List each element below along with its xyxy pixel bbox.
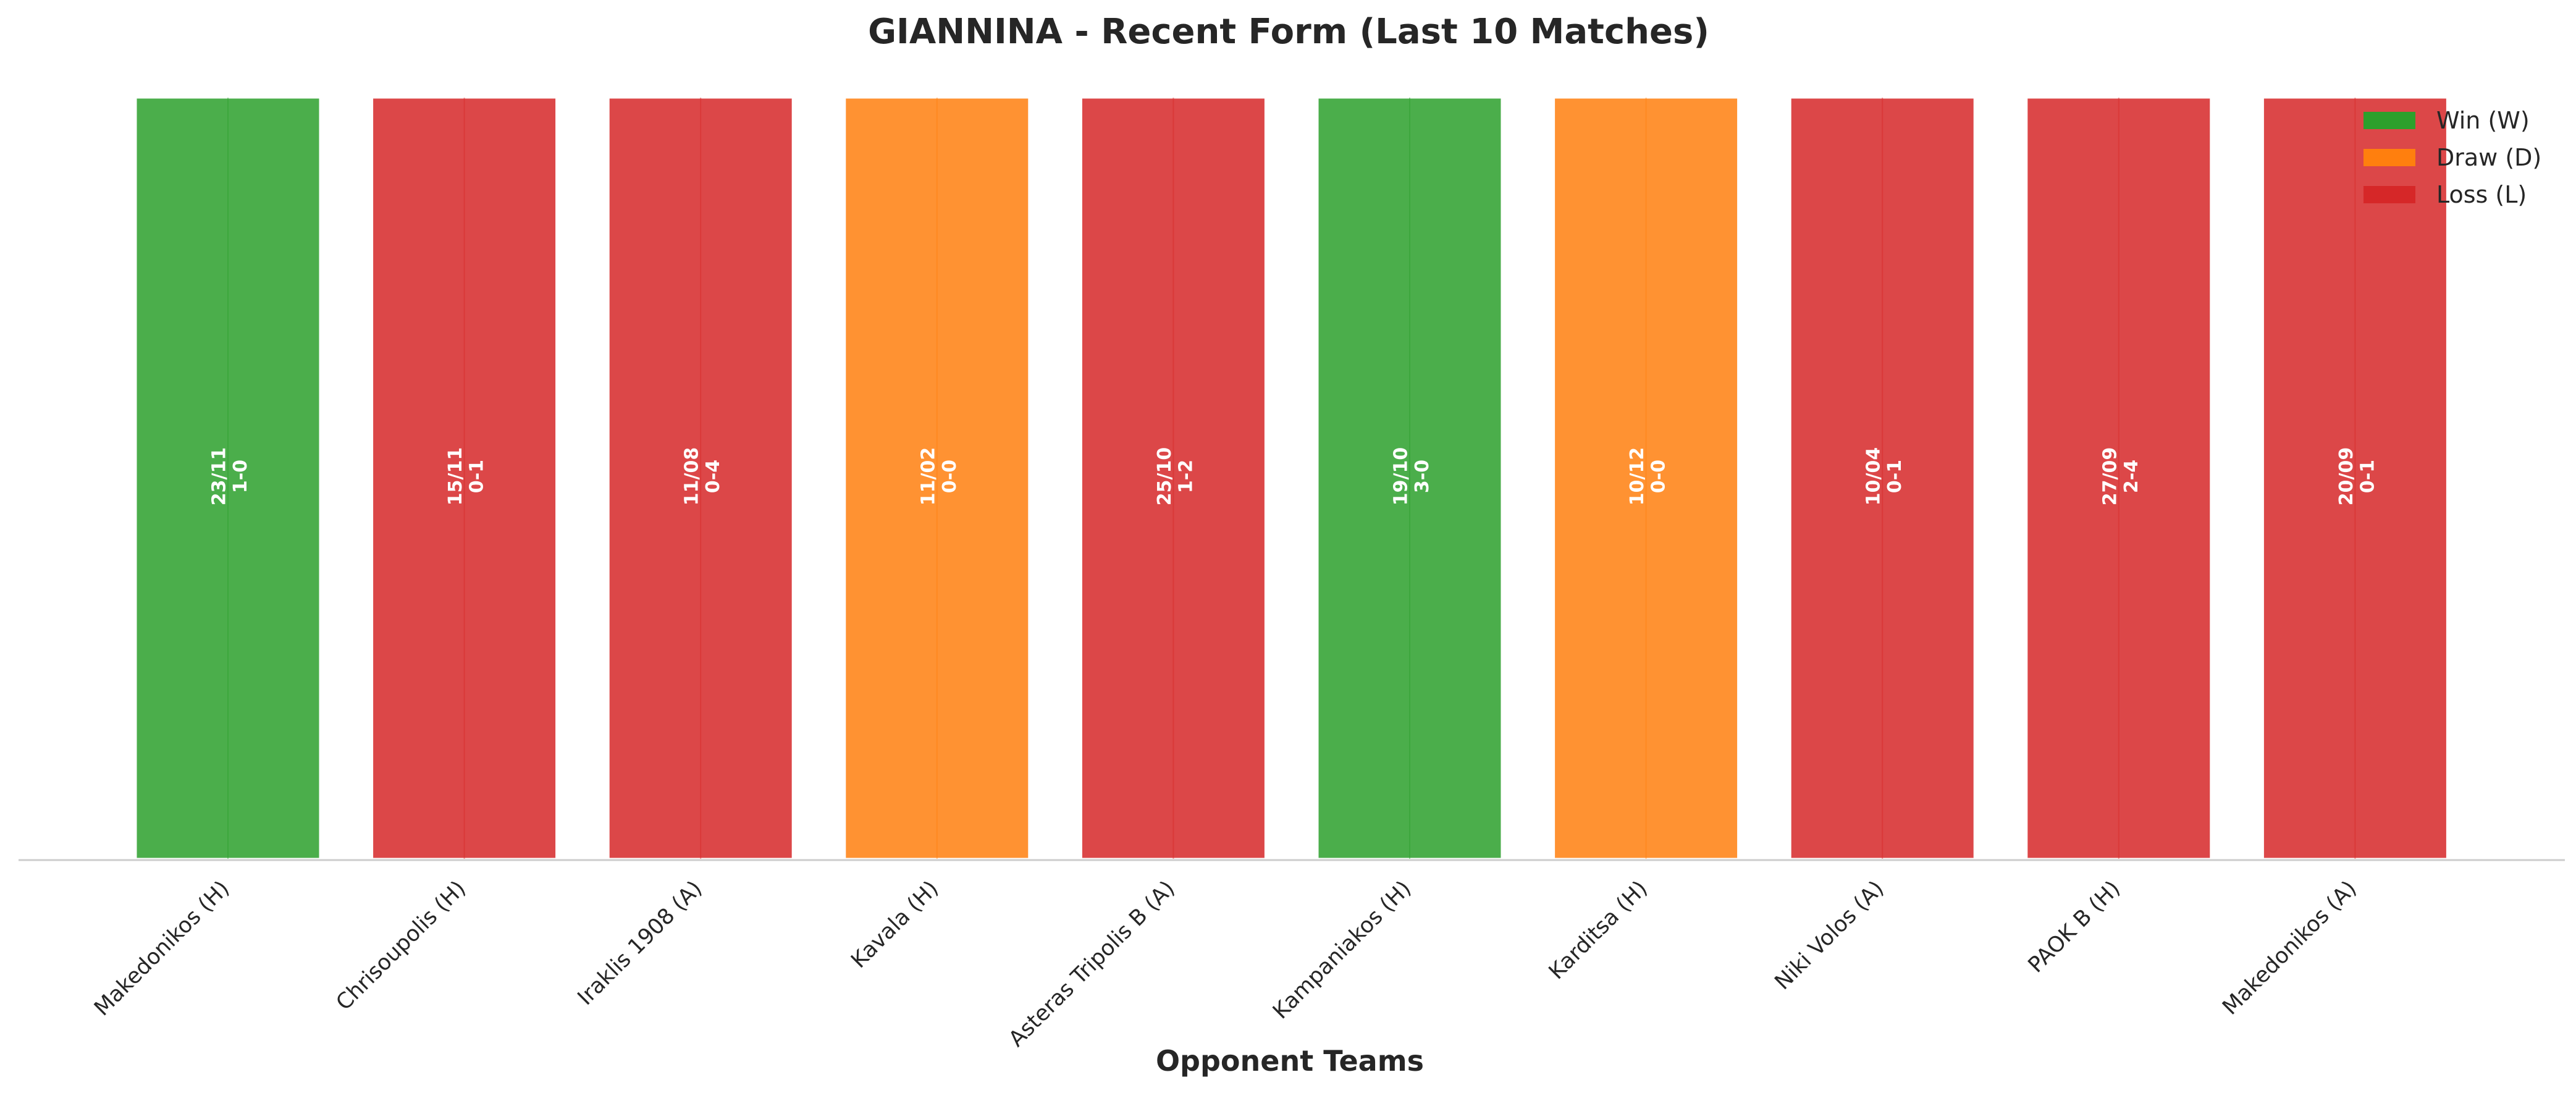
x-tick-label-10: Makedonikos (A) (2218, 876, 2361, 1019)
x-tick-label-8: Niki Volos (A) (1770, 876, 1889, 995)
bar-3 (607, 96, 794, 860)
match-date: 19/10 (1391, 447, 1412, 505)
bar-8 (1789, 96, 1976, 860)
x-tick-labels: Makedonikos (H) Chrisoupolis (H) Iraklis 1… (90, 876, 2362, 1052)
bar-label-8: 10/040-1 (1863, 447, 1906, 505)
match-score: 2-4 (2121, 460, 2142, 493)
match-score: 1-0 (230, 460, 251, 493)
bar-label-4: 11/020-0 (917, 447, 961, 505)
bar-label-3: 11/080-4 (681, 447, 725, 505)
bar-10 (2262, 96, 2448, 860)
bar-label-7: 10/120-0 (1627, 447, 1670, 505)
legend-swatch-d (2363, 149, 2415, 166)
match-score: 0-1 (2357, 460, 2378, 493)
x-tick-label-1: Makedonikos (H) (90, 876, 234, 1021)
match-date: 20/09 (2336, 447, 2357, 505)
x-axis-label: Opponent Teams (1156, 1044, 1424, 1078)
legend-swatch-w (2363, 112, 2415, 129)
bar-7 (1553, 96, 1740, 860)
legend-label-l: Loss (L) (2436, 181, 2527, 208)
match-score: 1-2 (1175, 460, 1197, 493)
x-tick-label-4: Kavala (H) (846, 876, 943, 973)
match-date: 11/08 (681, 447, 703, 505)
x-tick-label-3: Iraklis 1908 (A) (573, 876, 707, 1010)
legend-swatch-l (2363, 186, 2415, 203)
x-tick-label-9: PAOK B (H) (2024, 876, 2125, 977)
x-tick-label-5: Asteras Tripolis B (A) (1004, 876, 1180, 1052)
bar-label-5: 25/101-2 (1154, 447, 1197, 505)
match-score: 0-1 (1884, 460, 1906, 493)
match-date: 27/09 (2099, 447, 2121, 505)
match-score: 0-0 (939, 460, 961, 493)
match-date: 10/12 (1627, 447, 1648, 505)
match-date: 11/02 (917, 447, 939, 505)
bar-label-9: 27/092-4 (2099, 447, 2142, 505)
x-tick-label-6: Kampaniakos (H) (1268, 876, 1416, 1024)
x-tick-label-2: Chrisoupolis (H) (332, 876, 471, 1015)
chart-title: GIANNINA - Recent Form (Last 10 Matches) (868, 12, 1709, 52)
bar-label-1: 23/111-0 (209, 447, 252, 505)
match-date: 10/04 (1863, 447, 1885, 505)
legend-label-w: Win (W) (2436, 107, 2530, 134)
bars-layer: 23/111-0 15/110-1 11/080-4 11/020-0 25/101-2… (135, 96, 2448, 860)
bar-9 (2026, 96, 2212, 860)
match-score: 0-1 (466, 460, 488, 493)
bar-4 (844, 96, 1030, 860)
bar-5 (1080, 96, 1266, 860)
match-date: 25/10 (1154, 447, 1176, 505)
bar-label-6: 19/103-0 (1391, 447, 1434, 505)
match-date: 23/11 (209, 447, 230, 505)
legend: Win (W) Draw (D) Loss (L) (2363, 107, 2541, 208)
match-score: 0-4 (702, 460, 724, 493)
bar-1 (135, 96, 321, 860)
match-score: 0-0 (1648, 460, 1670, 493)
legend-label-d: Draw (D) (2436, 144, 2541, 171)
bar-6 (1316, 96, 1503, 860)
bar-label-10: 20/090-1 (2336, 447, 2379, 505)
match-date: 15/11 (445, 447, 466, 505)
bar-label-2: 15/110-1 (445, 447, 488, 505)
bar-2 (371, 96, 558, 860)
match-score: 3-0 (1412, 460, 1433, 493)
x-tick-label-7: Karditsa (H) (1544, 876, 1652, 984)
